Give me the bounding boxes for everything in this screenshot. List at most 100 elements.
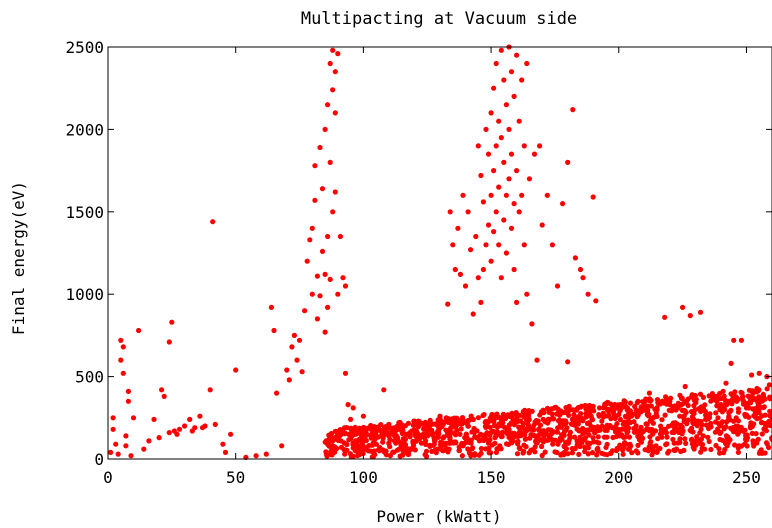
data-point — [452, 266, 458, 273]
band-point — [589, 416, 595, 422]
data-point — [493, 209, 499, 215]
data-point — [590, 194, 596, 200]
data-point — [358, 431, 364, 437]
data-point — [754, 407, 760, 413]
band-point — [524, 427, 530, 433]
band-point — [646, 426, 652, 432]
band-point — [609, 425, 615, 431]
data-point — [176, 426, 183, 432]
band-point — [623, 422, 629, 428]
band-point — [769, 436, 772, 442]
band-point — [625, 429, 631, 435]
data-point — [332, 110, 338, 116]
band-point — [677, 439, 683, 445]
band-point — [624, 441, 630, 447]
data-point — [307, 237, 313, 243]
band-point — [465, 446, 471, 452]
band-point — [614, 447, 620, 453]
band-point — [521, 414, 527, 420]
band-point — [520, 421, 527, 427]
data-point — [123, 433, 129, 439]
band-point — [491, 419, 497, 425]
band-point — [582, 444, 588, 450]
band-point — [700, 394, 707, 400]
band-point — [685, 402, 691, 409]
band-point — [448, 418, 454, 424]
band-point — [699, 445, 705, 451]
data-point — [342, 370, 349, 376]
band-point — [489, 442, 495, 448]
band-point — [584, 427, 591, 433]
band-point — [457, 421, 464, 427]
band-point — [470, 416, 476, 423]
data-point — [470, 311, 476, 317]
data-point — [503, 250, 509, 256]
data-point — [483, 126, 489, 132]
band-point — [728, 407, 734, 413]
data-point — [493, 143, 499, 149]
data-point — [616, 411, 622, 418]
band-point — [576, 451, 582, 457]
band-point — [323, 451, 329, 457]
band-point — [544, 405, 551, 411]
data-point — [723, 380, 729, 386]
band-point — [599, 423, 605, 429]
x-tick-label: 200 — [604, 468, 633, 487]
band-point — [693, 442, 699, 448]
band-point — [410, 422, 416, 428]
band-point — [692, 438, 698, 444]
data-point — [769, 415, 772, 421]
data-point — [182, 423, 188, 429]
band-point — [650, 444, 656, 450]
band-point — [344, 425, 350, 431]
band-point — [459, 453, 465, 459]
data-point — [506, 176, 512, 182]
band-point — [740, 428, 746, 434]
band-point — [577, 434, 583, 440]
band-point — [654, 397, 661, 403]
band-point — [569, 450, 576, 456]
band-point — [423, 453, 430, 459]
band-point — [507, 413, 513, 419]
data-point — [222, 449, 229, 455]
data-point — [480, 266, 486, 273]
band-point — [420, 431, 426, 437]
data-point — [544, 192, 550, 198]
data-point — [330, 47, 336, 53]
data-point — [501, 217, 507, 223]
band-point — [516, 445, 523, 451]
data-point — [368, 426, 374, 432]
band-point — [594, 439, 600, 445]
x-tick-label: 50 — [226, 468, 245, 487]
band-point — [586, 420, 593, 426]
band-point — [562, 443, 568, 449]
band-point — [423, 448, 430, 454]
band-point — [521, 442, 527, 448]
data-point — [125, 398, 131, 404]
data-point — [680, 304, 686, 310]
data-point — [521, 242, 527, 248]
band-point — [612, 415, 618, 422]
band-point — [622, 399, 628, 405]
band-point — [326, 432, 332, 438]
band-point — [402, 449, 408, 455]
data-point — [491, 85, 497, 91]
data-point — [565, 359, 571, 365]
x-tick-label: 150 — [477, 468, 506, 487]
band-point — [664, 434, 670, 440]
band-point — [679, 424, 685, 430]
band-point — [426, 432, 432, 438]
data-point — [641, 405, 647, 411]
band-point — [480, 412, 486, 419]
data-point — [322, 126, 328, 132]
band-point — [325, 440, 331, 446]
band-point — [767, 408, 772, 414]
band-point — [387, 444, 393, 450]
band-point — [582, 435, 589, 441]
data-point — [110, 426, 116, 432]
band-point — [702, 408, 709, 415]
band-point — [501, 424, 508, 430]
band-point — [520, 450, 526, 456]
data-point — [350, 405, 356, 411]
data-point — [654, 407, 660, 413]
